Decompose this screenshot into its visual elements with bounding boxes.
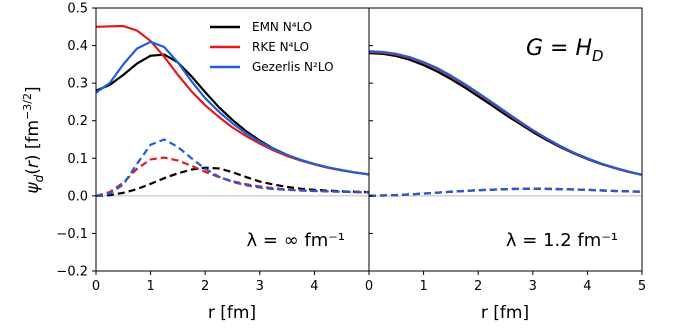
y-tick-label: 0.0 [67, 189, 88, 204]
legend-label-emn: EMN N⁴LO [252, 20, 312, 34]
x-axis-label-right: r [fm] [481, 303, 529, 323]
lambda-annotation-right: λ = 1.2 fm⁻¹ [506, 230, 618, 251]
x-tick-label: 0 [365, 279, 373, 294]
x-tick-label: 4 [583, 279, 591, 294]
lambda-annotation-left: λ = ∞ fm⁻¹ [247, 230, 345, 251]
x-tick-label: 5 [638, 279, 646, 294]
x-tick-label: 3 [256, 279, 264, 294]
legend-label-gezerlis: Gezerlis N²LO [252, 60, 334, 74]
x-tick-label: 1 [419, 279, 427, 294]
y-tick-label: 0.2 [67, 114, 88, 129]
x-axis-label-left: r [fm] [208, 303, 256, 323]
x-tick-label: 2 [474, 279, 482, 294]
series-line-emn-solid [368, 51, 643, 176]
y-tick-label: 0.1 [67, 152, 88, 167]
right-panel: 0 1 2 3 4 5 [365, 7, 646, 294]
y-tick-label: 0.4 [67, 39, 88, 54]
series-line-gezerlis-solid [368, 50, 643, 176]
legend: EMN N⁴LO RKE N⁴LO Gezerlis N²LO [210, 20, 334, 74]
series-line-gezerlis-solid [95, 40, 370, 176]
x-tick-label: 2 [201, 279, 209, 294]
x-tick-label: 3 [529, 279, 537, 294]
y-tick-label: −0.1 [56, 227, 88, 242]
y-tick-label: 0.5 [67, 2, 88, 17]
left-panel: 0 1 2 3 4 −0.2 −0.1 0.0 0.1 0.2 0.3 0.4 0.5 [56, 2, 370, 294]
y-axis-label: ψd(r) [fm−3/2] [21, 86, 46, 193]
hamiltonian-annotation: G = HD [526, 36, 604, 65]
plot-frame [368, 7, 643, 272]
x-tick-label: 1 [146, 279, 154, 294]
y-tick-label: 0.3 [67, 77, 88, 92]
x-tick-label: 4 [310, 279, 318, 294]
series-line-gezerlis-dashed [368, 187, 643, 197]
series-line-gezerlis-dashed [95, 138, 370, 197]
legend-label-rke: RKE N⁴LO [252, 40, 309, 54]
y-tick-label: −0.2 [56, 265, 88, 280]
x-tick-label: 0 [92, 279, 100, 294]
series-line-rke-solid [368, 50, 643, 176]
